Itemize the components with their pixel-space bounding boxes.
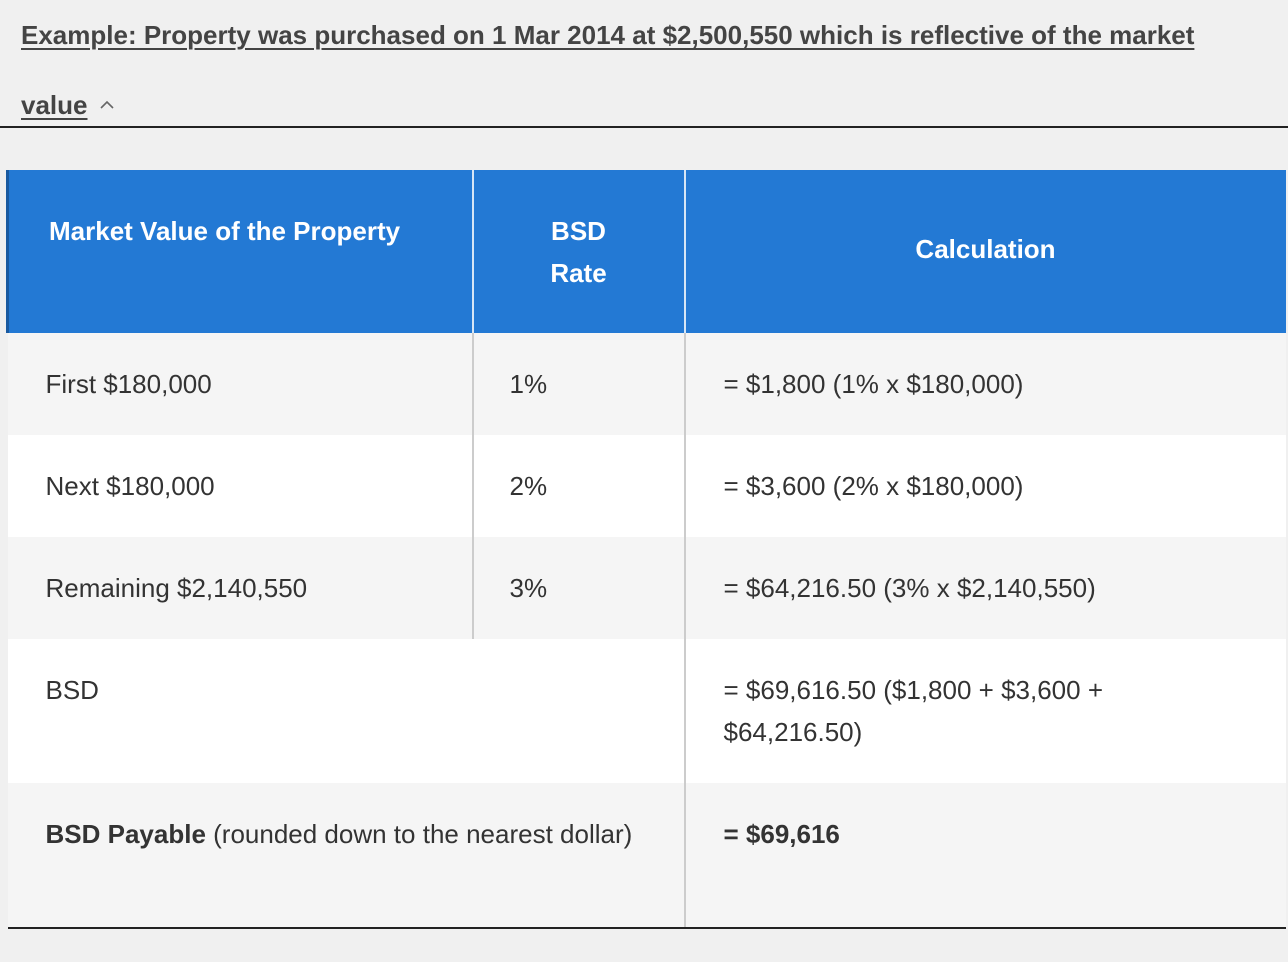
table-row: BSD = $69,616.50 ($1,800 + $3,600 + $64,… — [7, 639, 1286, 783]
header-market-value: Market Value of the Property — [6, 170, 473, 333]
cell-payable-label: BSD Payable (rounded down to the nearest… — [7, 783, 685, 929]
accordion-title[interactable]: Example: Property was purchased on 1 Mar… — [21, 0, 1221, 140]
cell-market-value: First $180,000 — [7, 333, 473, 435]
cell-rate: 3% — [471, 537, 685, 639]
accordion-title-text[interactable]: Example: Property was purchased on 1 Mar… — [21, 20, 1195, 120]
header-calculation: Calculation — [683, 170, 1286, 333]
cell-rate: 1% — [471, 333, 685, 435]
cell-calculation: = $3,600 (2% x $180,000) — [683, 435, 1286, 537]
header-bsd-rate-line1: BSD — [551, 216, 606, 246]
cell-calculation: = $1,800 (1% x $180,000) — [683, 333, 1286, 435]
cell-market-value: Next $180,000 — [7, 435, 473, 537]
cell-calculation: = $69,616.50 ($1,800 + $3,600 + $64,216.… — [683, 639, 1286, 783]
table-row: First $180,000 1% = $1,800 (1% x $180,00… — [7, 333, 1286, 435]
bsd-calculation-table: Market Value of the Property BSD Rate Ca… — [6, 170, 1286, 929]
accordion-header[interactable]: Example: Property was purchased on 1 Mar… — [0, 0, 1288, 128]
chevron-up-icon[interactable] — [99, 100, 114, 112]
payable-label-bold: BSD Payable — [45, 819, 206, 849]
cell-payable-amount: = $69,616 — [683, 783, 1286, 929]
header-bsd-rate-line2: Rate — [550, 258, 607, 288]
header-bsd-rate: BSD Rate — [471, 170, 685, 333]
cell-market-value: BSD — [7, 639, 685, 783]
payable-label-note: (rounded down to the nearest dollar) — [205, 819, 633, 849]
table-row: Remaining $2,140,550 3% = $64,216.50 (3%… — [7, 537, 1286, 639]
table-row: Next $180,000 2% = $3,600 (2% x $180,000… — [7, 435, 1286, 537]
cell-calculation: = $64,216.50 (3% x $2,140,550) — [683, 537, 1286, 639]
cell-rate: 2% — [471, 435, 685, 537]
table-header-row: Market Value of the Property BSD Rate Ca… — [6, 170, 1286, 333]
cell-market-value: Remaining $2,140,550 — [7, 537, 473, 639]
table-row-payable: BSD Payable (rounded down to the nearest… — [7, 783, 1286, 929]
